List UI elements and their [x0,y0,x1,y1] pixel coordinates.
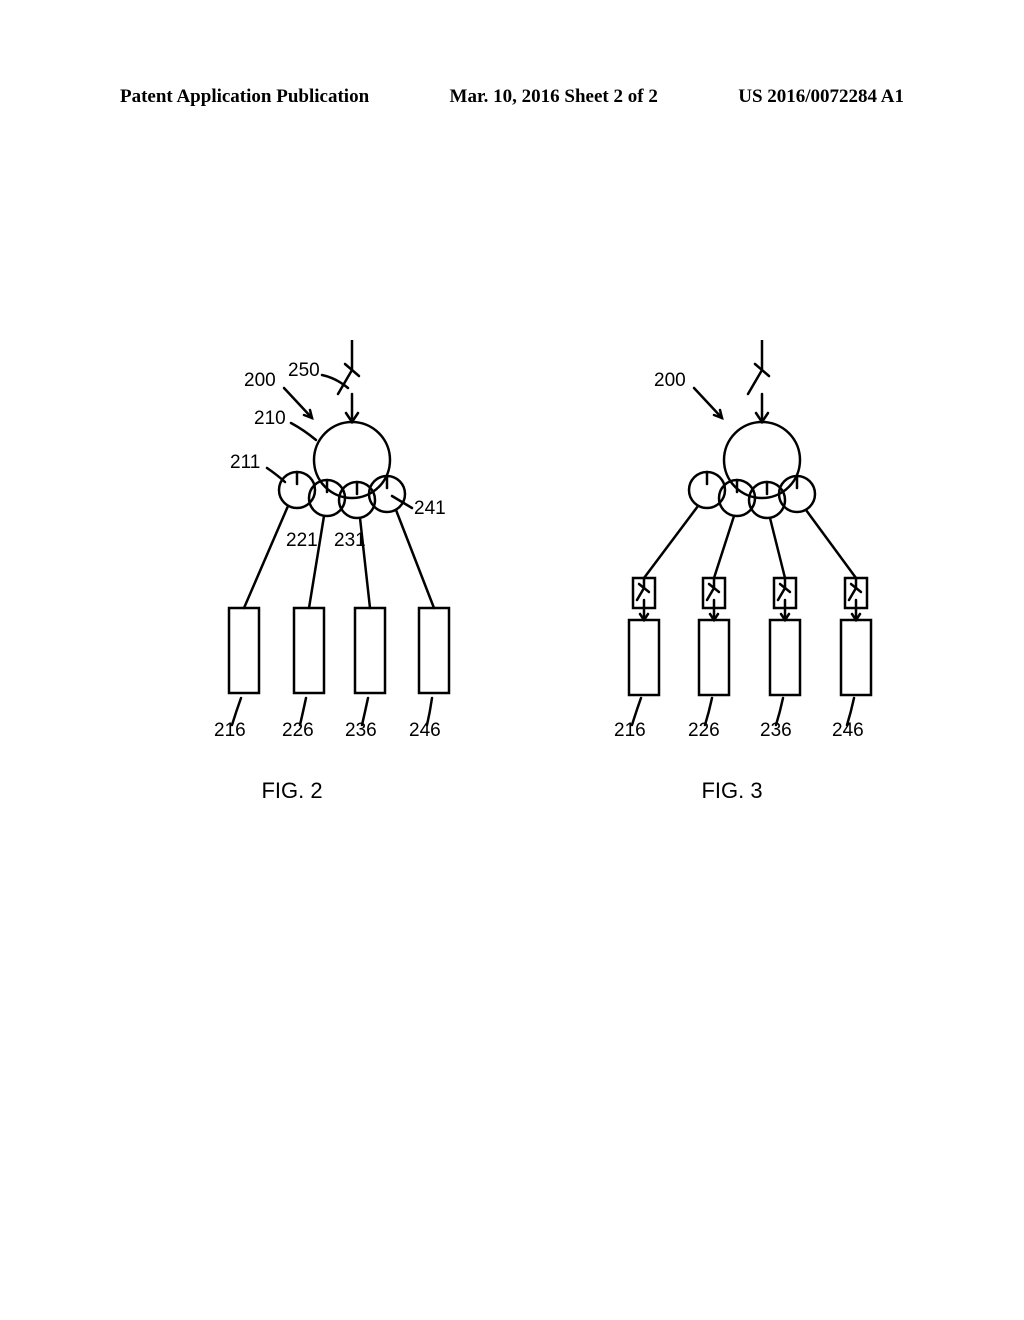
fig2-label-231: 231 [334,530,366,552]
fig3-label-236: 236 [760,720,792,742]
fig3-label-226: 226 [688,720,720,742]
fig2-label-216: 216 [214,720,246,742]
figure-2: 200 250 210 211 221 231 241 216 226 236 … [102,340,482,840]
header-left: Patent Application Publication [120,86,369,108]
figures-container: 200 250 210 211 221 231 241 216 226 236 … [0,340,1024,840]
fig2-label-246: 246 [409,720,441,742]
fig2-label-241: 241 [414,498,446,520]
fig2-label-236: 236 [345,720,377,742]
header-center: Mar. 10, 2016 Sheet 2 of 2 [450,86,658,108]
fig3-label-246: 246 [832,720,864,742]
figure-3: 200 216 226 236 246 FIG. 3 [542,340,922,840]
fig2-caption: FIG. 2 [102,778,482,804]
figure-3-svg [542,340,922,760]
fig2-label-226: 226 [282,720,314,742]
page-header: Patent Application Publication Mar. 10, … [0,86,1024,108]
header-right: US 2016/0072284 A1 [738,86,904,108]
fig3-label-216: 216 [614,720,646,742]
fig2-label-211: 211 [230,452,260,474]
fig3-label-200: 200 [654,370,686,392]
fig2-label-250: 250 [288,360,320,382]
fig3-caption: FIG. 3 [542,778,922,804]
fig2-label-221: 221 [286,530,318,552]
fig2-label-200: 200 [244,370,276,392]
fig2-label-210: 210 [254,408,286,430]
